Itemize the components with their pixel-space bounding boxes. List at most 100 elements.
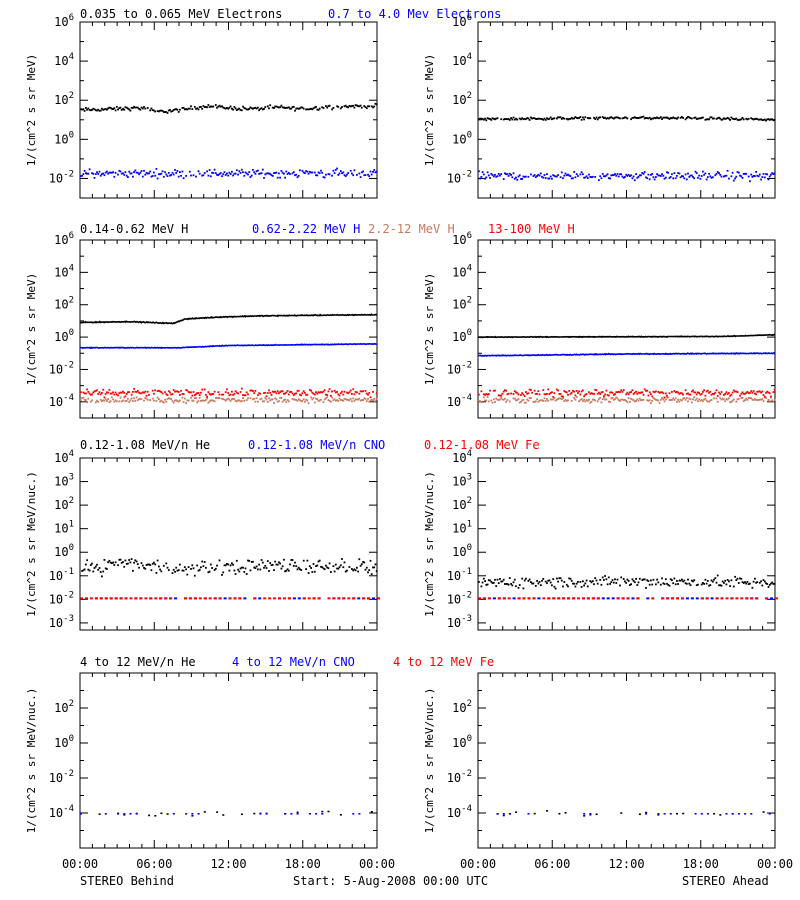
data-point: [103, 108, 106, 111]
y-tick-label: 102: [54, 496, 74, 512]
data-point: [325, 564, 327, 567]
data-point: [191, 564, 194, 567]
data-point: [589, 813, 592, 815]
data-point: [725, 117, 728, 120]
data-point: [523, 118, 526, 120]
data-point: [726, 169, 729, 172]
y-axis-title: 1/(cm^2 s sr MeV): [25, 54, 38, 167]
data-point: [172, 568, 175, 571]
data-point: [255, 397, 258, 400]
data-point: [760, 580, 762, 583]
data-point: [557, 398, 559, 400]
data-point: [367, 398, 369, 400]
data-point: [625, 393, 628, 396]
data-point: [338, 566, 341, 569]
data-point: [117, 173, 119, 176]
data-point: [198, 172, 201, 175]
data-point: [252, 398, 254, 401]
data-point: [332, 565, 335, 568]
data-point: [250, 561, 253, 563]
data-point: [250, 389, 253, 392]
data-point: [485, 399, 488, 402]
data-point: [768, 392, 771, 395]
x-tick-label: 12:00: [608, 857, 644, 871]
data-point: [582, 400, 584, 402]
data-point: [285, 569, 288, 572]
data-point: [609, 177, 611, 180]
data-point: [749, 582, 751, 585]
data-point: [481, 118, 484, 120]
data-point: [511, 584, 514, 587]
data-point: [159, 390, 161, 393]
data-point: [624, 116, 626, 119]
data-point: [185, 402, 187, 404]
data-point: [648, 178, 651, 181]
data-point: [563, 390, 566, 392]
data-point: [653, 116, 656, 119]
data-point: [624, 580, 626, 583]
data-point: [642, 578, 645, 581]
data-point: [539, 399, 542, 402]
data-point: [134, 559, 137, 562]
data-point: [285, 401, 288, 403]
data-point: [646, 177, 649, 180]
data-point: [530, 581, 532, 583]
data-point: [563, 581, 566, 583]
data-point: [551, 584, 553, 587]
data-point: [546, 117, 548, 120]
data-point: [367, 105, 369, 108]
data-point: [136, 563, 139, 565]
data-point: [344, 104, 347, 107]
data-point: [180, 389, 182, 392]
data-point: [339, 564, 342, 567]
panel-r0-behind: 0.035 to 0.065 MeV Electrons 0.7 to 4.0 M…: [25, 7, 501, 199]
data-point: [758, 390, 761, 393]
data-point: [336, 105, 338, 108]
data-layer: [477, 333, 776, 404]
data-point: [166, 813, 169, 815]
data-point: [257, 106, 259, 109]
data-point: [603, 396, 605, 399]
data-point: [237, 392, 239, 395]
data-point: [502, 178, 505, 180]
data-point: [536, 580, 538, 582]
data-point: [615, 582, 618, 584]
data-point: [544, 393, 547, 396]
series-title: 0.7 to 4.0 Mev Electrons: [328, 7, 501, 21]
data-point: [364, 568, 367, 571]
data-point: [342, 399, 345, 402]
data-point: [113, 564, 116, 566]
data-point: [604, 116, 606, 119]
data-point: [721, 118, 724, 121]
data-point: [323, 176, 326, 179]
data-point: [603, 175, 605, 178]
data-point: [108, 559, 111, 562]
data-point: [273, 107, 275, 109]
data-point: [723, 394, 725, 396]
data-point: [223, 564, 226, 567]
panel-r1-behind: 0.14-0.62 MeV H 0.62-2.22 MeV H 2.2-12 MeV…: [25, 222, 575, 419]
data-point: [556, 398, 558, 401]
data-point: [642, 393, 645, 396]
data-point: [687, 116, 689, 118]
data-point: [751, 118, 754, 120]
data-point: [322, 390, 325, 393]
data-point: [703, 173, 705, 176]
data-point: [351, 105, 353, 107]
data-point: [757, 175, 760, 178]
data-point: [480, 176, 483, 178]
data-point: [491, 174, 494, 176]
data-point: [141, 107, 144, 110]
data-point: [218, 104, 221, 107]
data-point: [703, 398, 705, 401]
data-point: [574, 394, 577, 397]
data-point: [201, 399, 204, 402]
data-point: [659, 398, 662, 401]
data-point: [518, 117, 521, 120]
data-point: [118, 392, 121, 395]
data-point: [196, 392, 199, 394]
data-point: [598, 116, 600, 119]
data-point: [638, 174, 641, 177]
data-point: [718, 391, 720, 394]
data-point: [85, 399, 87, 401]
